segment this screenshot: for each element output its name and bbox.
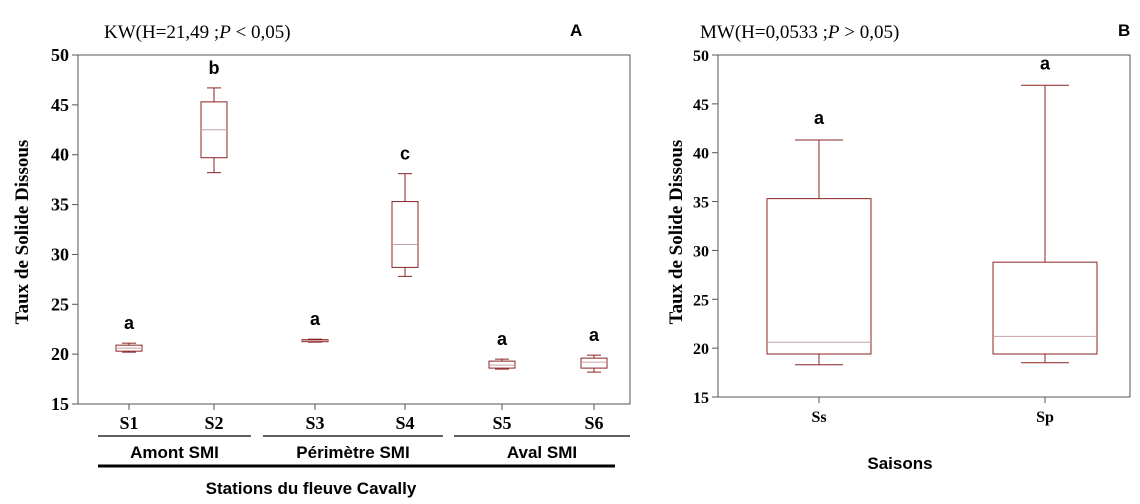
y-tick-label: 35 [693, 195, 709, 212]
significance-letter: a [310, 309, 321, 329]
significance-letter: a [589, 325, 600, 345]
panel-a-label: A [570, 21, 582, 40]
y-tick-label: 15 [51, 394, 69, 414]
box-S6 [580, 357, 608, 369]
y-tick-label: 40 [693, 146, 709, 163]
panel-b-stat-suffix: > 0,05) [839, 22, 899, 43]
y-tick-label: 45 [51, 95, 69, 115]
panel-a-stat-p: P [218, 22, 231, 43]
x-tick-label: S2 [204, 413, 223, 433]
plot-frame [717, 54, 1131, 398]
group-label: Amont SMI [130, 443, 219, 462]
panel-a-stat-prefix: KW(H=21,49 ; [104, 22, 219, 43]
panel-b-label: B [1118, 21, 1130, 40]
y-tick-label: 45 [693, 97, 709, 114]
panel-b-stat-p: P [827, 22, 840, 43]
panel-b-xlabel: Saisons [867, 454, 932, 473]
group-label: Périmètre SMI [296, 443, 409, 462]
panel-a-xlabel: Stations du fleuve Cavally [206, 479, 417, 498]
y-tick-label: 20 [693, 341, 709, 358]
box-S4 [391, 201, 419, 268]
panel-a: KW(H=21,49 ;P < 0,05) A Taux de Solide D… [12, 21, 631, 498]
x-tick-label: S3 [305, 413, 324, 433]
significance-letter: a [124, 313, 135, 333]
y-tick-label: 15 [693, 390, 709, 407]
y-tick-label: 30 [693, 243, 709, 260]
y-tick-label: 50 [693, 48, 709, 65]
x-tick-label: Sp [1036, 409, 1054, 426]
x-tick-label: S5 [492, 413, 511, 433]
box-Sp [992, 261, 1098, 355]
x-tick-label: S1 [119, 413, 138, 433]
significance-letter: c [400, 144, 410, 164]
plot-frame [77, 54, 631, 405]
y-tick-label: 30 [51, 244, 69, 264]
x-tick-label: Ss [811, 409, 826, 426]
panel-a-stat-suffix: < 0,05) [231, 22, 291, 43]
y-tick-label: 25 [51, 294, 69, 314]
panel-b-stat: MW(H=0,0533 ;P > 0,05) [700, 22, 899, 43]
box-Ss [766, 198, 872, 355]
significance-letter: a [814, 108, 825, 128]
panel-b-ylabel: Taux de Solide Dissous [666, 140, 687, 325]
group-label: Aval SMI [507, 443, 577, 462]
panel-b: MW(H=0,0533 ;P > 0,05) B Taux de Solide … [666, 21, 1131, 473]
y-tick-label: 20 [51, 344, 69, 364]
y-tick-label: 25 [693, 292, 709, 309]
y-tick-label: 40 [51, 145, 69, 165]
panel-a-stat: KW(H=21,49 ;P < 0,05) [104, 22, 291, 43]
y-tick-label: 50 [51, 45, 69, 65]
x-tick-label: S6 [584, 413, 603, 433]
y-tick-label: 35 [51, 195, 69, 215]
significance-letter: a [1040, 53, 1051, 73]
significance-letter: a [497, 329, 508, 349]
panel-a-ylabel: Taux de Solide Dissous [12, 140, 33, 325]
panel-b-stat-prefix: MW(H=0,0533 ; [700, 22, 828, 43]
x-tick-label: S4 [395, 413, 414, 433]
significance-letter: b [209, 58, 220, 78]
